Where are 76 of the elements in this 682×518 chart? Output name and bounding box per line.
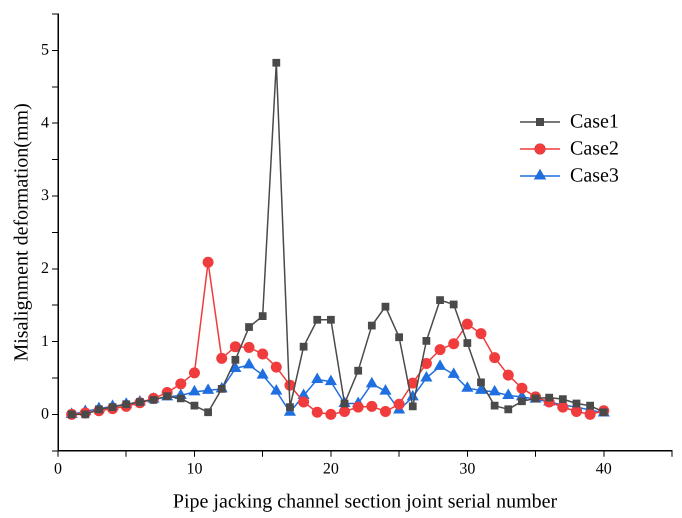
y-tick-label: 1 [41, 332, 49, 350]
point [272, 58, 280, 67]
point [448, 338, 460, 350]
point [477, 378, 485, 386]
point [584, 408, 596, 420]
point [216, 352, 228, 364]
point [188, 367, 200, 378]
y-tick-label: 0 [41, 406, 49, 423]
point [300, 342, 308, 351]
point [462, 318, 473, 330]
point [231, 356, 240, 364]
point [327, 316, 335, 324]
point [382, 302, 390, 311]
point [257, 348, 268, 360]
point [312, 406, 323, 418]
y-tick-label: 2 [41, 260, 49, 278]
point [502, 370, 514, 381]
point [558, 395, 567, 403]
point [395, 333, 403, 342]
x-tick-label: 10 [186, 460, 202, 478]
point [354, 366, 362, 375]
point [600, 408, 608, 416]
legend-label: Case3 [570, 164, 619, 186]
point [202, 256, 214, 268]
point [518, 397, 526, 406]
point [313, 316, 322, 324]
point [245, 323, 253, 331]
point [545, 394, 554, 402]
x-axis-title: Pipe jacking channel section joint serial number [172, 490, 558, 512]
legend-label: Case2 [570, 137, 619, 160]
point [557, 402, 568, 413]
point [420, 358, 432, 369]
point [230, 341, 241, 352]
y-tick-label: 5 [41, 42, 49, 59]
point [572, 400, 580, 408]
point [570, 406, 582, 417]
y-tick-label: 3 [41, 187, 49, 204]
point [175, 378, 186, 390]
point [368, 322, 376, 330]
x-tick-label: 20 [322, 460, 339, 478]
point [108, 403, 116, 412]
point [408, 402, 417, 410]
point [436, 296, 444, 304]
point [504, 405, 512, 414]
point [380, 406, 391, 417]
point [244, 342, 255, 353]
y-axis-title: Misalignment deformation(mm) [10, 103, 32, 362]
x-tick-label: 0 [54, 460, 62, 478]
point [122, 400, 130, 408]
point [298, 396, 310, 408]
point [270, 362, 282, 373]
point [163, 392, 172, 400]
legend-label: Case1 [570, 110, 619, 132]
point [586, 402, 594, 410]
point [490, 402, 499, 410]
point [532, 394, 540, 402]
point [394, 398, 405, 410]
x-tick-label: 30 [459, 460, 476, 478]
point [339, 406, 350, 417]
point [463, 339, 472, 347]
point [434, 344, 446, 356]
point [366, 400, 378, 412]
point [81, 410, 90, 418]
point [516, 382, 528, 394]
point [475, 328, 486, 340]
point [422, 336, 430, 345]
point [489, 352, 500, 364]
y-tick-label: 4 [41, 114, 49, 132]
point [450, 300, 458, 308]
point [204, 408, 212, 416]
point [352, 402, 364, 413]
point [325, 408, 336, 420]
x-tick-label: 40 [596, 460, 612, 478]
point [258, 312, 267, 320]
point [286, 403, 294, 412]
point [190, 402, 198, 410]
